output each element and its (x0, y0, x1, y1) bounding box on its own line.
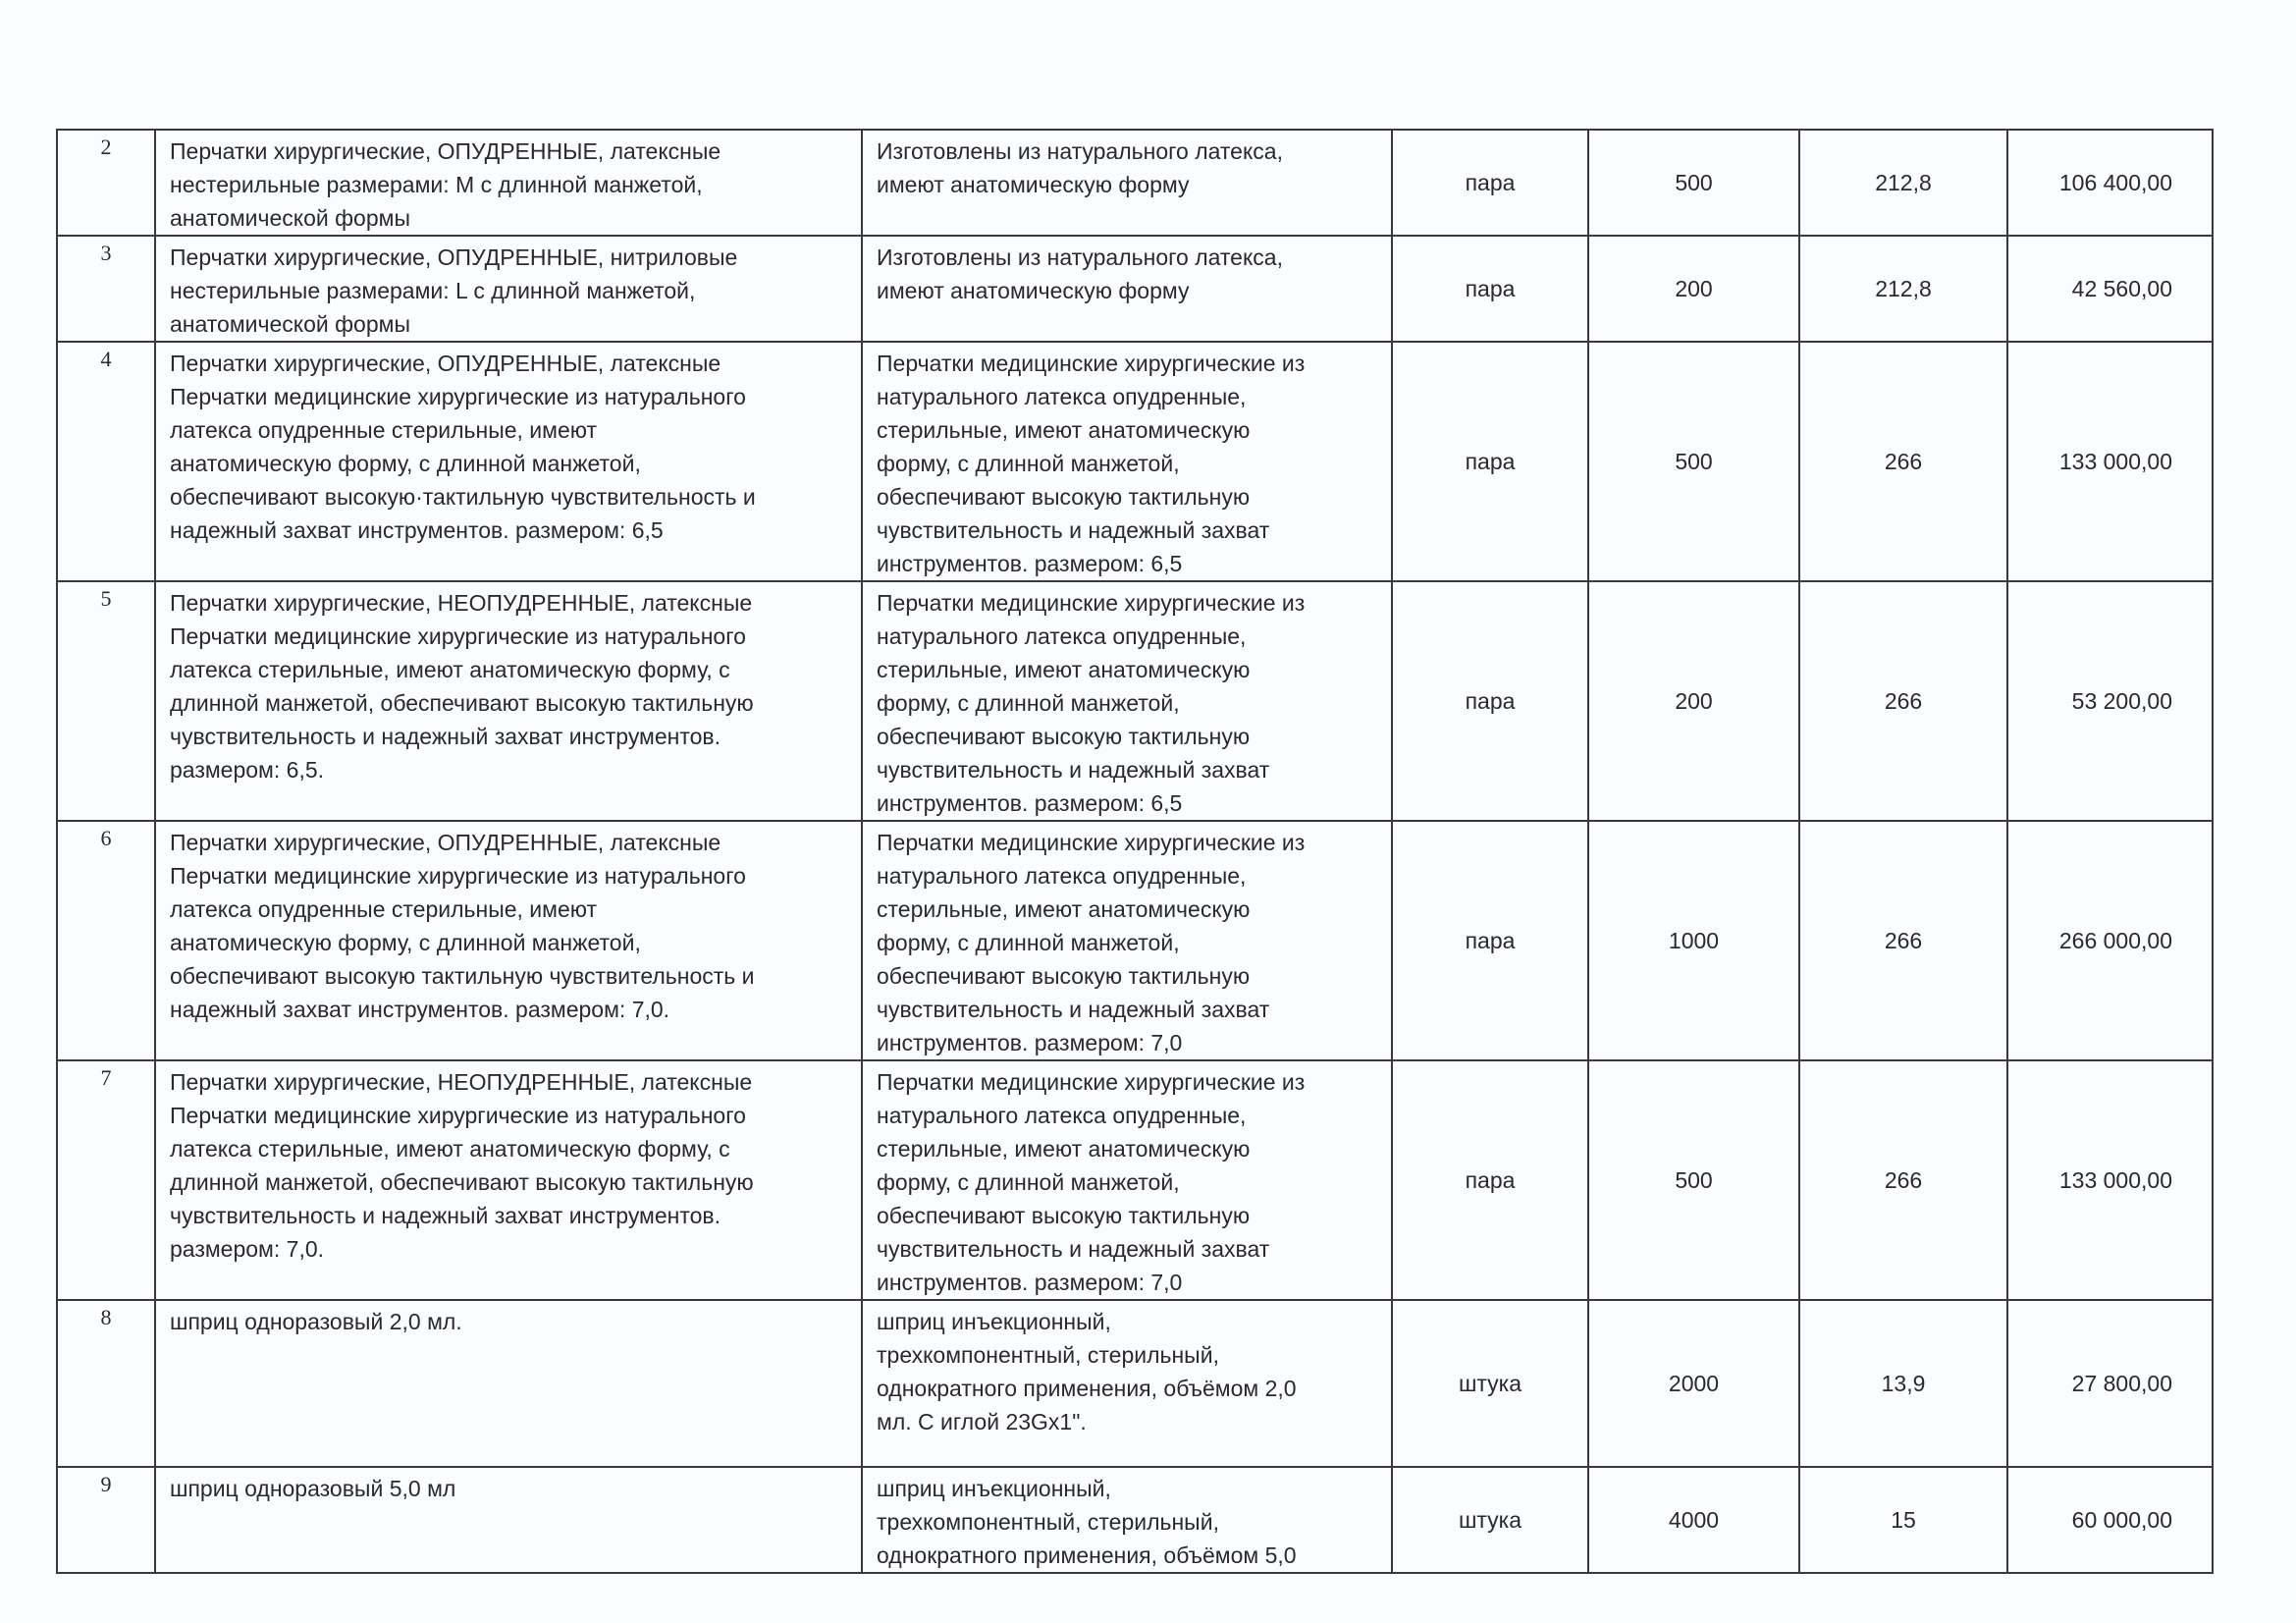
item-specification: Перчатки медицинские хирургические из на… (861, 820, 1393, 1061)
item-name: Перчатки хирургические, НЕОПУДРЕННЫЕ, ла… (154, 1059, 863, 1301)
total-sum: 133 000,00 (2006, 341, 2214, 582)
item-name: Перчатки хирургические, ОПУДРЕННЫЕ, лате… (154, 341, 863, 582)
table-row: 5 Перчатки хирургические, НЕОПУДРЕННЫЕ, л… (56, 580, 2214, 822)
total-sum: 27 800,00 (2006, 1299, 2214, 1468)
item-specification: шприц инъекционный, трехкомпонентный, ст… (861, 1299, 1393, 1468)
total-sum: 106 400,00 (2006, 129, 2214, 237)
table-row: 3 Перчатки хирургические, ОПУДРЕННЫЕ, нит… (56, 235, 2214, 343)
unit: пара (1391, 341, 1589, 582)
unit-price: 212,8 (1798, 235, 2008, 343)
quantity: 500 (1587, 341, 1800, 582)
unit: пара (1391, 1059, 1589, 1301)
table-row: 6 Перчатки хирургические, ОПУДРЕННЫЕ, лат… (56, 820, 2214, 1061)
quantity: 200 (1587, 580, 1800, 822)
total-sum: 53 200,00 (2006, 580, 2214, 822)
quantity: 500 (1587, 129, 1800, 237)
unit: пара (1391, 820, 1589, 1061)
row-number: 4 (56, 341, 156, 582)
row-number: 5 (56, 580, 156, 822)
quantity: 200 (1587, 235, 1800, 343)
item-name: Перчатки хирургические, ОПУДРЕННЫЕ, нитр… (154, 235, 863, 343)
row-number: 8 (56, 1299, 156, 1468)
unit-price: 13,9 (1798, 1299, 2008, 1468)
unit: штука (1391, 1299, 1589, 1468)
quantity: 2000 (1587, 1299, 1800, 1468)
row-number: 6 (56, 820, 156, 1061)
item-specification: Перчатки медицинские хирургические из на… (861, 1059, 1393, 1301)
table-row: 7 Перчатки хирургические, НЕОПУДРЕННЫЕ, л… (56, 1059, 2214, 1301)
table-row: 8 шприц одноразовый 2,0 мл. шприц инъекцио… (56, 1299, 2214, 1468)
table-row: 4 Перчатки хирургические, ОПУДРЕННЫЕ, лат… (56, 341, 2214, 582)
unit: штука (1391, 1466, 1589, 1574)
item-specification: шприц инъекционный, трехкомпонентный, ст… (861, 1466, 1393, 1574)
unit-price: 15 (1798, 1466, 2008, 1574)
item-name: Перчатки хирургические, ОПУДРЕННЫЕ, лате… (154, 129, 863, 237)
table-row: 2 Перчатки хирургические, ОПУДРЕННЫЕ, лат… (56, 129, 2214, 237)
item-name: Перчатки хирургические, ОПУДРЕННЫЕ, лате… (154, 820, 863, 1061)
unit-price: 212,8 (1798, 129, 2008, 237)
item-name: шприц одноразовый 5,0 мл (154, 1466, 863, 1574)
item-name: шприц одноразовый 2,0 мл. (154, 1299, 863, 1468)
row-number: 7 (56, 1059, 156, 1301)
unit-price: 266 (1798, 1059, 2008, 1301)
unit: пара (1391, 129, 1589, 237)
unit-price: 266 (1798, 341, 2008, 582)
item-name: Перчатки хирургические, НЕОПУДРЕННЫЕ, ла… (154, 580, 863, 822)
quantity: 500 (1587, 1059, 1800, 1301)
item-specification: Изготовлены из натурального латекса, име… (861, 235, 1393, 343)
total-sum: 60 000,00 (2006, 1466, 2214, 1574)
item-specification: Перчатки медицинские хирургические из на… (861, 580, 1393, 822)
unit-price: 266 (1798, 580, 2008, 822)
unit-price: 266 (1798, 820, 2008, 1061)
unit: пара (1391, 580, 1589, 822)
row-number: 2 (56, 129, 156, 237)
row-number: 9 (56, 1466, 156, 1574)
table-row: 9 шприц одноразовый 5,0 мл шприц инъекцион… (56, 1466, 2214, 1574)
total-sum: 133 000,00 (2006, 1059, 2214, 1301)
quantity: 1000 (1587, 820, 1800, 1061)
unit: пара (1391, 235, 1589, 343)
quantity: 4000 (1587, 1466, 1800, 1574)
row-number: 3 (56, 235, 156, 343)
item-specification: Перчатки медицинские хирургические из на… (861, 341, 1393, 582)
item-specification: Изготовлены из натурального латекса, име… (861, 129, 1393, 237)
total-sum: 266 000,00 (2006, 820, 2214, 1061)
total-sum: 42 560,00 (2006, 235, 2214, 343)
items-table: 2 Перчатки хирургические, ОПУДРЕННЫЕ, лат… (56, 129, 2214, 1574)
